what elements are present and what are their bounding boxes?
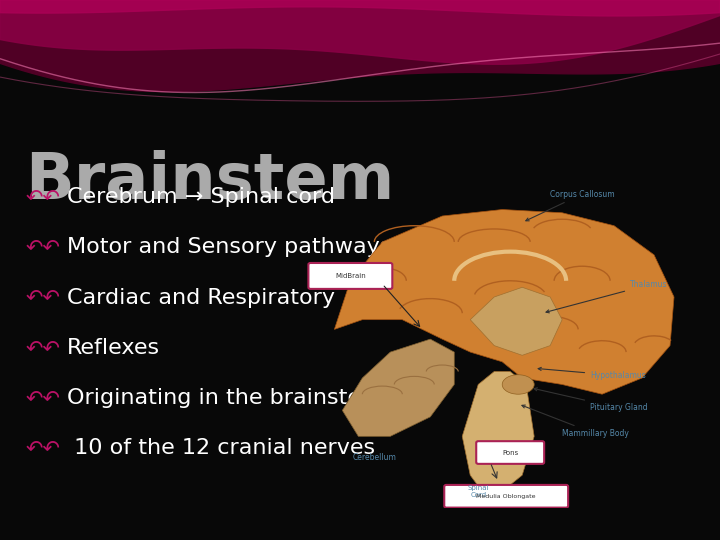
Text: Cerebellum: Cerebellum bbox=[352, 453, 396, 462]
FancyBboxPatch shape bbox=[308, 263, 392, 289]
Text: Motor and Sensory pathways: Motor and Sensory pathways bbox=[67, 237, 392, 258]
Text: Originating in the brainstem: Originating in the brainstem bbox=[67, 388, 383, 408]
Text: Cardiac and Respiratory: Cardiac and Respiratory bbox=[67, 287, 336, 308]
Text: ↶↶: ↶↶ bbox=[25, 388, 60, 408]
Text: ↶↶: ↶↶ bbox=[25, 438, 60, 458]
Ellipse shape bbox=[503, 375, 534, 394]
Text: MidBrain: MidBrain bbox=[335, 273, 366, 279]
Text: ↶↶: ↶↶ bbox=[25, 287, 60, 308]
Text: 10 of the 12 cranial nerves: 10 of the 12 cranial nerves bbox=[67, 438, 375, 458]
Text: Spinal
Cord: Spinal Cord bbox=[467, 485, 489, 498]
Text: Corpus Callosum: Corpus Callosum bbox=[526, 190, 614, 221]
Text: ↶↶: ↶↶ bbox=[25, 338, 60, 358]
Text: Medulia Oblongate: Medulia Oblongate bbox=[477, 494, 536, 499]
Text: Brainstem: Brainstem bbox=[25, 150, 395, 212]
Text: Cerebrum → Spinal cord: Cerebrum → Spinal cord bbox=[67, 187, 336, 207]
Polygon shape bbox=[334, 210, 674, 394]
Text: Hypothalamus: Hypothalamus bbox=[538, 367, 646, 380]
FancyBboxPatch shape bbox=[476, 441, 544, 464]
FancyBboxPatch shape bbox=[444, 485, 568, 508]
Text: Pituitary Gland: Pituitary Gland bbox=[534, 388, 648, 413]
Text: Reflexes: Reflexes bbox=[67, 338, 161, 358]
Polygon shape bbox=[343, 339, 454, 436]
Polygon shape bbox=[462, 372, 534, 491]
Text: Pons: Pons bbox=[502, 449, 518, 456]
Text: Thalamus: Thalamus bbox=[546, 280, 667, 313]
Text: Mammillary Body: Mammillary Body bbox=[522, 405, 629, 438]
Polygon shape bbox=[470, 287, 562, 355]
Text: ↶↶: ↶↶ bbox=[25, 237, 60, 258]
Text: ↶↶: ↶↶ bbox=[25, 187, 60, 207]
